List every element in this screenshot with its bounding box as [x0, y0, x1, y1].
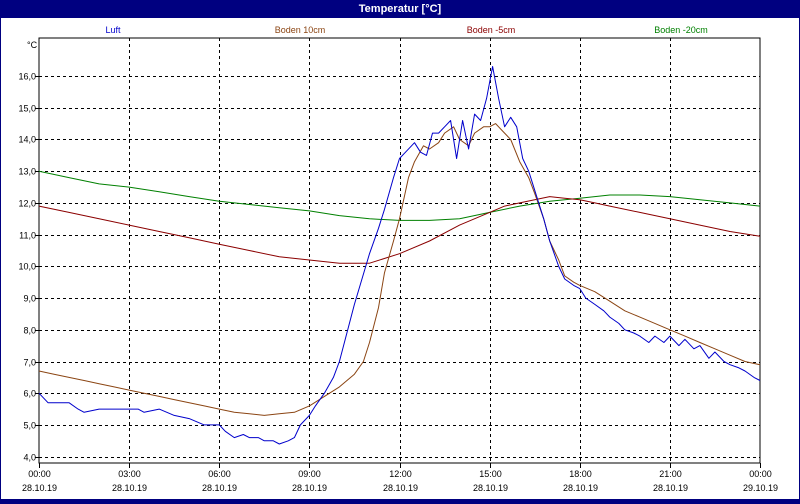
- x-tick-time: 09:00: [298, 469, 321, 479]
- x-tick-time: 21:00: [659, 469, 682, 479]
- y-tick-label: 10,0: [18, 262, 36, 272]
- temperature-chart: 4,0 5,0 6,0 7,0 8,0 9,0 10,0 11,0 12,0 13,0 14,0 15…: [18, 25, 778, 494]
- x-tick-date: 28.10.19: [292, 483, 327, 493]
- x-tick-time: 00:00: [28, 469, 51, 479]
- x-tick-date: 28.10.19: [473, 483, 508, 493]
- x-tick-date: 28.10.19: [22, 483, 57, 493]
- x-tick-time: 18:00: [569, 469, 592, 479]
- y-tick-label: 6,0: [23, 389, 36, 399]
- x-tick-date: 28.10.19: [383, 483, 418, 493]
- y-tick-label: 5,0: [23, 421, 36, 431]
- y-axis-label: °C: [27, 40, 38, 50]
- legend: Luft Boden 10cm Boden -5cm Boden -20cm: [105, 25, 707, 35]
- legend-entry: Boden 10cm: [275, 25, 326, 35]
- chart-canvas: 4,0 5,0 6,0 7,0 8,0 9,0 10,0 11,0 12,0 13,0 14,0 15…: [1, 18, 799, 499]
- plot-frame: [38, 37, 761, 464]
- x-tick-date: 28.10.19: [202, 483, 237, 493]
- y-tick-label: 13,0: [18, 167, 36, 177]
- legend-entry: Luft: [105, 25, 121, 35]
- y-tick-label: 16,0: [18, 72, 36, 82]
- x-tick-time: 15:00: [479, 469, 502, 479]
- y-tick-label: 7,0: [23, 358, 36, 368]
- series-line-boden-5cm: [38, 196, 761, 264]
- chart-title: Temperatur [°C]: [358, 3, 442, 15]
- y-tick-label: 12,0: [18, 199, 36, 209]
- series-line-boden-20cm: [38, 170, 761, 221]
- legend-entry: Boden -5cm: [467, 25, 516, 35]
- y-tick-label: 9,0: [23, 294, 36, 304]
- x-tick-date: 29.10.19: [743, 483, 778, 493]
- x-tick-time: 12:00: [389, 469, 412, 479]
- y-tick-label: 11,0: [19, 231, 36, 241]
- y-tick-label: 15,0: [18, 104, 36, 114]
- x-tick-time: 00:00: [749, 469, 772, 479]
- axes: 4,0 5,0 6,0 7,0 8,0 9,0 10,0 11,0 12,0 13,0 14,0 15…: [18, 72, 778, 494]
- y-tick-label: 14,0: [18, 135, 36, 145]
- y-tick-label: 8,0: [23, 326, 36, 336]
- x-tick-time: 03:00: [118, 469, 141, 479]
- series-line-boden-10cm: [38, 123, 761, 416]
- x-tick-date: 28.10.19: [653, 483, 688, 493]
- series-lines: [38, 66, 761, 445]
- legend-entry: Boden -20cm: [654, 25, 708, 35]
- x-tick-date: 28.10.19: [563, 483, 598, 493]
- series-line-luft: [38, 66, 761, 445]
- x-tick-time: 06:00: [208, 469, 231, 479]
- grid: [38, 37, 761, 464]
- y-tick-label: 4,0: [23, 453, 36, 463]
- x-tick-date: 28.10.19: [112, 483, 147, 493]
